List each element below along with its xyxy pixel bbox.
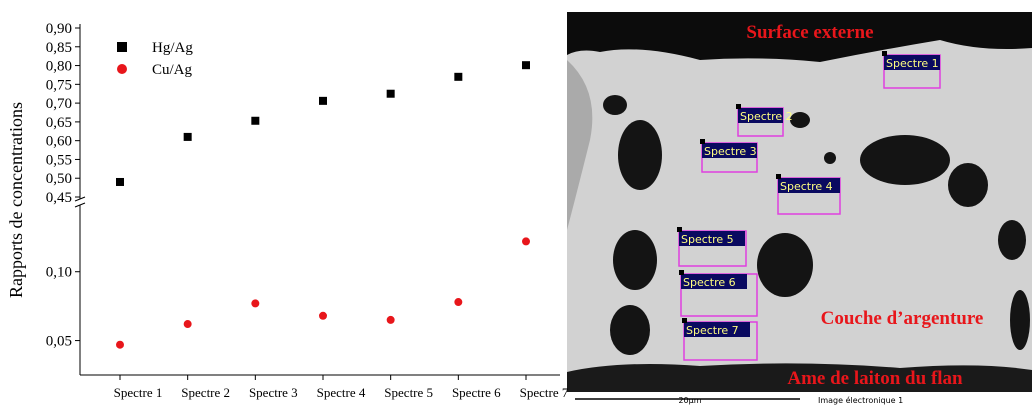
spectrum-marker xyxy=(700,139,705,144)
dark-region xyxy=(567,12,1032,62)
caption: Image électronique 1 xyxy=(818,395,903,405)
void xyxy=(618,120,662,190)
void xyxy=(790,112,810,128)
x-tick-label: Spectre 4 xyxy=(317,385,366,400)
spectrum-tag xyxy=(681,274,747,289)
y-tick-label: 0,50 xyxy=(46,171,72,187)
y-tick-label: 0,10 xyxy=(46,265,72,281)
y-tick-label: 0,70 xyxy=(46,96,72,112)
void xyxy=(603,95,627,115)
y-tick-label: 0,80 xyxy=(46,59,72,75)
scale-label: 20µm xyxy=(678,396,701,405)
y-tick-label: 0,85 xyxy=(46,40,72,56)
dark-region xyxy=(567,363,1032,392)
void xyxy=(824,152,836,164)
x-tick-label: Spectre 1 xyxy=(114,385,163,400)
void xyxy=(1010,290,1030,350)
sem-image: 20µm Image électronique 1 Surface extern… xyxy=(567,12,1032,405)
x-tick-label: Spectre 2 xyxy=(181,385,230,400)
y-tick-label: 0,65 xyxy=(46,115,72,131)
y-tick-label: 0,05 xyxy=(46,334,72,350)
spectrum-label: Spectre 7 xyxy=(686,324,739,337)
void xyxy=(610,305,650,355)
data-point xyxy=(454,298,463,307)
data-point xyxy=(454,72,463,81)
void xyxy=(998,220,1026,260)
spectrum-label: Spectre 5 xyxy=(681,233,734,246)
spectrum-tag xyxy=(884,55,940,70)
spectrum-tag xyxy=(738,108,783,123)
annotation: Couche d’argenture xyxy=(821,308,984,329)
y-tick-label: 0,45 xyxy=(46,190,72,206)
data-point xyxy=(183,132,192,141)
spectrum-label: Spectre 6 xyxy=(683,276,736,289)
data-point xyxy=(522,61,530,70)
annotation: Surface externe xyxy=(746,22,873,43)
data-point xyxy=(386,315,395,324)
spectrum-label: Spectre 1 xyxy=(886,57,939,70)
shade xyxy=(567,60,593,230)
data-point xyxy=(116,340,124,349)
y-tick-label: 0,90 xyxy=(46,21,72,37)
void xyxy=(613,230,657,290)
annotation: Ame de laiton du flan xyxy=(787,368,963,389)
spectrum-marker xyxy=(882,51,887,56)
data-point xyxy=(319,311,327,320)
data-point xyxy=(183,320,192,329)
spectrum-marker xyxy=(736,104,741,109)
x-tick-label: Spectre 7 xyxy=(520,385,569,400)
y-tick-label: 0,60 xyxy=(46,134,72,150)
legend-label: Cu/Ag xyxy=(152,62,193,78)
spectrum-label: Spectre 3 xyxy=(704,145,757,158)
void xyxy=(948,163,988,207)
legend-marker xyxy=(117,64,127,74)
spectrum-tag xyxy=(679,231,745,246)
spectrum-marker xyxy=(776,174,781,179)
data-point xyxy=(386,89,395,98)
data-point xyxy=(522,237,530,246)
data-point xyxy=(251,116,260,125)
data-point xyxy=(251,299,260,308)
spectrum-tag xyxy=(778,178,840,193)
spectrum-label: Spectre 4 xyxy=(780,180,833,193)
spectrum-marker xyxy=(677,227,682,232)
legend-marker xyxy=(117,42,127,52)
y-tick-label: 0,75 xyxy=(46,77,72,93)
data-point xyxy=(116,177,124,186)
axis-break xyxy=(74,196,86,202)
x-tick-label: Spectre 6 xyxy=(452,385,501,400)
legend-label: Hg/Ag xyxy=(152,40,193,56)
void xyxy=(860,135,950,185)
spectrum-label: Spectre 2 xyxy=(740,110,793,123)
spectrum-tag xyxy=(684,322,750,337)
axis-break xyxy=(74,202,86,208)
y-tick-label: 0,55 xyxy=(46,152,72,168)
x-tick-label: Spectre 5 xyxy=(384,385,433,400)
y-axis-label: Rapports de concentrations xyxy=(6,102,26,298)
spectrum-tag xyxy=(702,143,757,158)
void xyxy=(757,233,813,297)
spectrum-marker xyxy=(682,318,687,323)
spectrum-marker xyxy=(679,270,684,275)
data-point xyxy=(319,96,327,105)
x-tick-label: Spectre 3 xyxy=(249,385,298,400)
